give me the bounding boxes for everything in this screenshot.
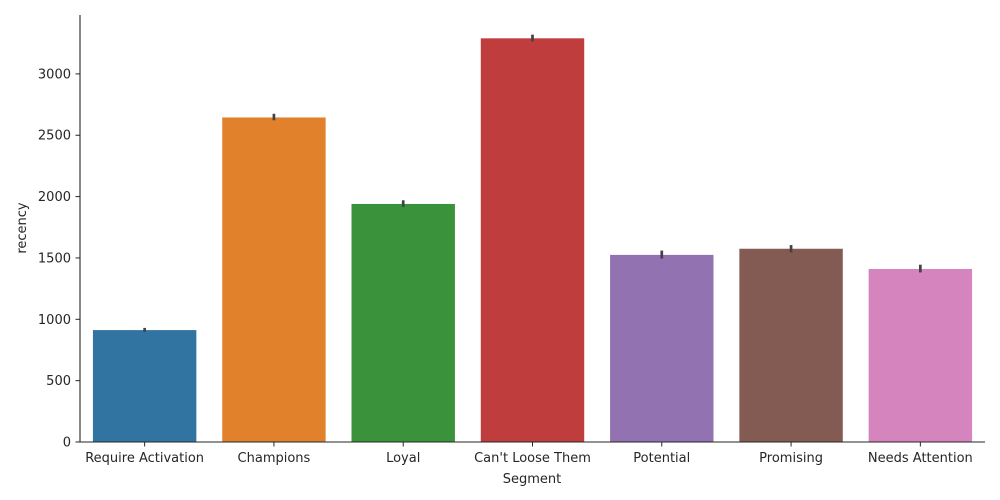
- bar-1: [222, 117, 326, 443]
- x-tick-label-1: Champions: [238, 451, 311, 466]
- x-tick-label-3: Can't Loose Them: [474, 451, 591, 466]
- y-tick-label-2: 1000: [38, 313, 71, 328]
- bars-layer: [92, 38, 973, 443]
- y-axis: 0 500 1000 1500 2000 2500 3000: [38, 15, 81, 451]
- x-axis: Require Activation Champions Loyal Can't Lo…: [80, 441, 985, 466]
- bar-0: [92, 330, 197, 442]
- y-tick-label-1: 500: [46, 374, 71, 389]
- x-tick-label-4: Potential: [633, 451, 690, 466]
- x-tick-label-0: Require Activation: [85, 451, 204, 466]
- x-axis-label: Segment: [503, 472, 562, 487]
- bar-4: [610, 254, 714, 442]
- error-bars-layer: [143, 34, 922, 332]
- y-axis-label: recency: [15, 202, 30, 254]
- x-tick-label-6: Needs Attention: [868, 451, 973, 466]
- y-tick-label-6: 3000: [38, 67, 71, 82]
- bar-6: [868, 268, 973, 442]
- y-tick-label-0: 0: [63, 436, 71, 451]
- bar-3: [480, 38, 585, 442]
- y-tick-label-4: 2000: [38, 190, 71, 205]
- bar-2: [351, 203, 455, 442]
- bar-5: [739, 248, 843, 442]
- y-tick-label-5: 2500: [38, 129, 71, 144]
- x-tick-label-5: Promising: [759, 451, 823, 466]
- x-tick-label-2: Loyal: [386, 451, 420, 466]
- y-tick-label-3: 1500: [38, 251, 71, 266]
